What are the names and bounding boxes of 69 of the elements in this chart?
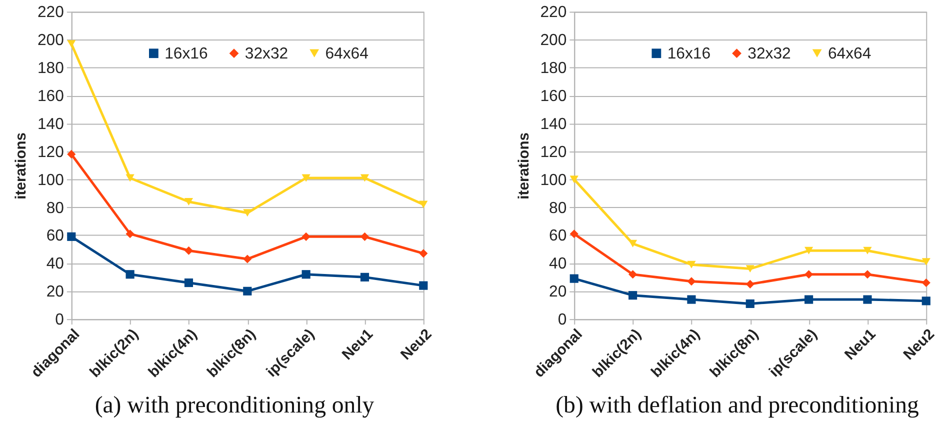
point: [687, 277, 696, 286]
point: [804, 295, 814, 304]
y-tick-label: 200: [37, 32, 64, 50]
y-tick-label: 20: [549, 284, 567, 301]
y-tick-label: 40: [46, 256, 64, 273]
point: [922, 278, 930, 288]
y-tick-label: 180: [540, 60, 567, 78]
point: [628, 291, 638, 300]
legend-label: 32x32: [244, 45, 288, 62]
y-tick-label: 120: [540, 144, 567, 161]
point: [360, 272, 370, 282]
point: [687, 260, 696, 268]
y-tick-label: 160: [540, 88, 567, 105]
y-tick-label: 140: [37, 116, 64, 133]
legend-label: 32x32: [748, 45, 792, 62]
y-tick-label: 140: [540, 116, 567, 133]
point: [126, 230, 134, 238]
text: (a) with preconditioning only: [94, 392, 374, 419]
point: [628, 270, 638, 279]
point: [419, 200, 428, 208]
y-tick-label: 40: [549, 256, 567, 273]
y-tick-label: 80: [46, 200, 64, 217]
point: [302, 174, 310, 182]
point: [746, 299, 754, 308]
y-tick-label: 80: [549, 200, 567, 217]
y-tick-label: 100: [540, 172, 567, 189]
point: [419, 249, 428, 258]
point: [628, 240, 638, 248]
y-tick-label: 100: [37, 172, 64, 189]
point: [302, 232, 310, 241]
point: [570, 274, 578, 283]
point: [863, 295, 872, 304]
point: [184, 198, 194, 206]
legend-label: 16x16: [667, 45, 711, 62]
point: [863, 246, 872, 254]
point: [863, 270, 872, 279]
point: [746, 265, 754, 273]
point: [243, 286, 252, 296]
y-tick-label: 120: [37, 144, 64, 161]
y-tick-label: 200: [540, 32, 567, 50]
y-tick-label: 60: [46, 228, 64, 245]
point: [184, 278, 194, 288]
point: [126, 270, 134, 279]
y-tick-label: 0: [558, 312, 567, 329]
point: [184, 246, 194, 255]
point: [243, 209, 252, 217]
point: [126, 174, 134, 182]
text: (b) with deflation and preconditioning: [556, 392, 919, 419]
point: [922, 296, 930, 306]
point: [746, 280, 754, 288]
legend-label: 64x64: [828, 45, 872, 62]
point: [419, 281, 428, 290]
y-tick-label: 60: [549, 228, 567, 245]
legend-label: 16x16: [164, 45, 208, 62]
y-axis-title: iterations: [516, 132, 532, 200]
point: [302, 270, 310, 279]
y-tick-label: 160: [37, 88, 64, 105]
legend-label: 64x64: [325, 45, 369, 62]
y-tick-label: 180: [37, 60, 64, 78]
y-tick-label: 220: [540, 4, 567, 22]
y-tick-label: 20: [46, 284, 64, 301]
point: [243, 254, 252, 264]
point: [687, 295, 696, 304]
y-tick-label: 220: [37, 4, 64, 22]
y-axis-title: iterations: [14, 132, 30, 200]
point: [922, 258, 930, 266]
y-tick-label: 0: [55, 312, 64, 329]
point: [804, 246, 814, 254]
point: [360, 174, 370, 182]
